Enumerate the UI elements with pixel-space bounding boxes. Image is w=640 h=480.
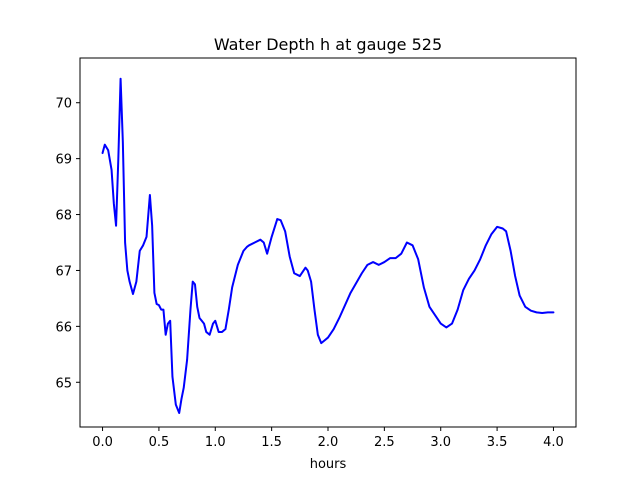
y-tick-label: 65 — [55, 376, 72, 391]
x-tick-label: 0.5 — [149, 435, 170, 450]
y-tick-label: 69 — [55, 153, 72, 168]
series-line-0 — [101, 77, 555, 415]
x-tick-label: 1.0 — [205, 435, 226, 450]
x-tick-label: 0.0 — [92, 435, 113, 450]
x-tick-label: 3.5 — [487, 435, 508, 450]
x-tick-label: 2.5 — [374, 435, 395, 450]
x-tick-label: 1.5 — [261, 435, 282, 450]
chart-title: Water Depth h at gauge 525 — [214, 35, 442, 54]
y-tick-label: 66 — [55, 320, 72, 335]
y-tick-label: 70 — [55, 97, 72, 112]
x-tick-label: 3.0 — [430, 435, 451, 450]
y-tick-label: 67 — [55, 264, 72, 279]
plot-area: 0.0 0.5 1.0 1.5 2.0 2.5 3.0 3.5 4.0 65 66 67 68 69 70 — [55, 57, 577, 450]
x-tick-label: 4.0 — [543, 435, 564, 450]
x-tick-label: 2.0 — [318, 435, 339, 450]
x-axis-label: hours — [310, 457, 347, 472]
y-tick-label: 68 — [55, 209, 72, 224]
